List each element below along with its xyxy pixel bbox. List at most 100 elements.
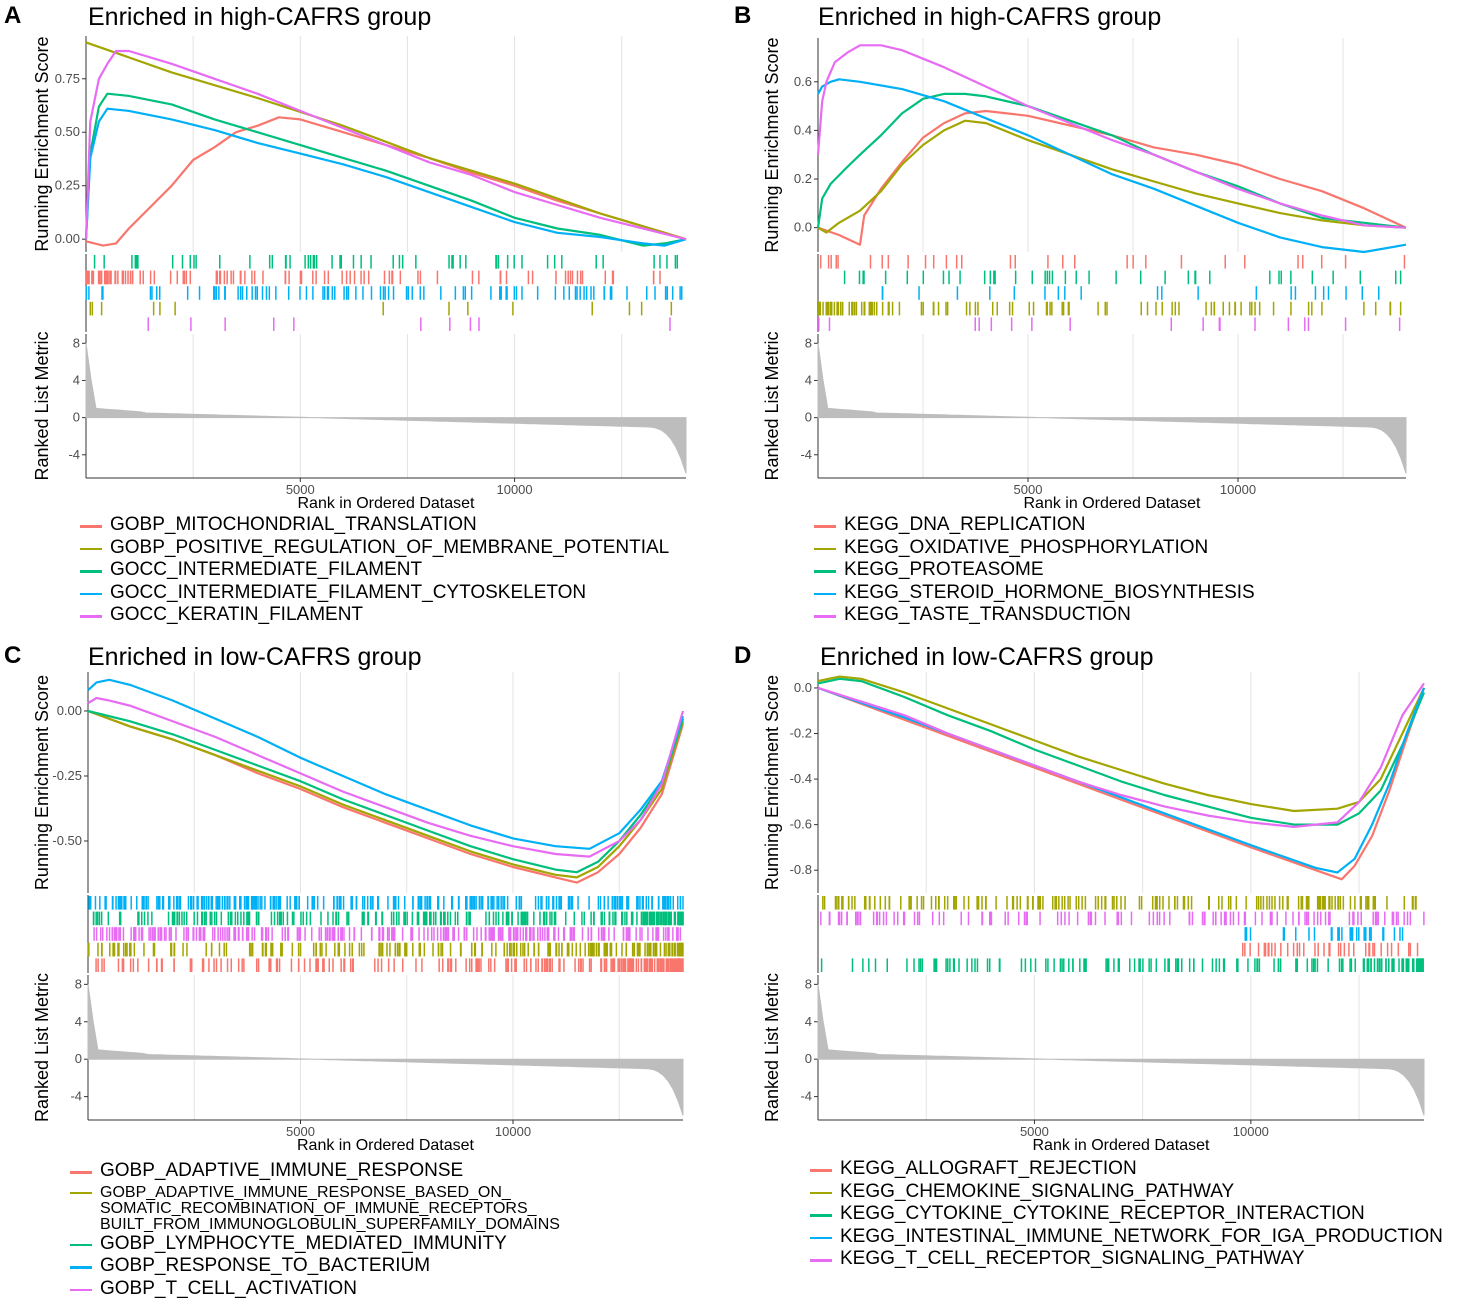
ranked-metric-area	[817, 343, 1407, 474]
legend-swatch-s3	[810, 1214, 832, 1217]
metric-y-tick-label: 4	[805, 372, 812, 387]
hit-row	[1242, 942, 1419, 957]
es-y-tick-label: -0.50	[52, 833, 82, 848]
gsea-plot-c: 0.00 -0.25 -0.50 8 4 0 -4 5000 10000 Running Enri…	[32, 672, 685, 1154]
legend-item: GOCC_KERATIN_FILAMENT	[80, 604, 669, 627]
metric-y-tick-label: 4	[73, 372, 80, 387]
x-tick-label: 5000	[286, 482, 315, 497]
es-y-axis-label: Running Enrichment Score	[32, 36, 52, 251]
x-axis-label: Rank in Ordered Dataset	[298, 495, 476, 512]
gsea-panel-a: 0.00 0.25 0.50 0.75 8 4 0 -4 5000 10000 Running En…	[0, 0, 737, 654]
hit-row	[85, 270, 661, 285]
hit-row	[95, 958, 684, 972]
es-line-1	[817, 686, 1426, 881]
panel-label: A	[4, 2, 22, 29]
es-y-tick-label: -0.6	[790, 817, 812, 832]
es-line-4	[817, 78, 1407, 254]
legend-label: KEGG_CYTOKINE_CYTOKINE_RECEPTOR_INTERACT…	[840, 1203, 1365, 1224]
es-y-tick-label: 0.00	[55, 231, 80, 246]
grid	[925, 672, 1360, 1120]
es-line-1	[817, 109, 1407, 246]
hit-row	[822, 896, 1417, 910]
es-y-tick-label: 0.50	[55, 124, 80, 139]
hit-row	[88, 896, 684, 910]
hit-row	[819, 255, 1406, 269]
legend-swatch-s2	[80, 547, 102, 550]
legend: GOBP_MITOCHONDRIAL_TRANSLATION GOBP_POSI…	[80, 514, 669, 627]
legend-label: GOBP_RESPONSE_TO_BACTERIUM	[100, 1255, 431, 1276]
es-line-4	[817, 686, 1426, 874]
panel-title: Enriched in high-CAFRS group	[818, 3, 1162, 31]
legend-label: GOBP_POSITIVE_REGULATION_OF_MEMBRANE_POT…	[110, 536, 670, 558]
legend-swatch-s5	[70, 1288, 92, 1291]
legend-label: KEGG_INTESTINAL_IMMUNE_NETWORK_FOR_IGA_P…	[840, 1225, 1443, 1247]
panel-label: B	[734, 2, 752, 29]
legend-label: KEGG_CHEMOKINE_SIGNALING_PATHWAY	[840, 1180, 1235, 1202]
metric-y-tick-label: 8	[805, 976, 812, 991]
legend: GOBP_ADAPTIVE_IMMUNE_RESPONSE GOBP_ADAPT…	[70, 1160, 560, 1300]
es-line-5	[87, 696, 685, 858]
metric-y-tick-label: -4	[800, 1089, 812, 1104]
x-tick-label: 5000	[286, 1124, 315, 1139]
x-tick-label: 10000	[1220, 482, 1256, 497]
legend-swatch-s1	[70, 1171, 92, 1174]
metric-y-tick-label: 8	[805, 335, 812, 350]
legend: KEGG_ALLOGRAFT_REJECTION KEGG_CHEMOKINE_…	[810, 1158, 1443, 1271]
panel-label: D	[734, 642, 752, 669]
hit-row	[820, 911, 1425, 926]
metric-y-tick-label: 0	[805, 410, 812, 425]
ranked-metric-area	[85, 343, 687, 474]
legend-label: KEGG_TASTE_TRANSDUCTION	[844, 604, 1131, 625]
legend-label: GOBP_LYMPHOCYTE_MEDIATED_IMMUNITY	[100, 1232, 507, 1254]
hit-row	[87, 942, 684, 957]
es-line-5	[817, 682, 1425, 828]
legend: KEGG_DNA_REPLICATION KEGG_OXIDATIVE_PHOS…	[814, 514, 1255, 627]
legend-swatch-s4	[80, 592, 102, 595]
legend-swatch-s2	[810, 1191, 832, 1194]
metric-y-tick-label: -4	[68, 447, 80, 462]
legend-label: KEGG_DNA_REPLICATION	[844, 514, 1086, 535]
es-line-4	[87, 678, 685, 850]
es-y-tick-label: 0.2	[794, 171, 812, 186]
es-line-1	[85, 116, 687, 247]
hit-row	[89, 301, 673, 316]
es-y-axis-label: Running Enrichment Score	[762, 37, 782, 252]
es-y-axis-label: Running Enrichment Score	[762, 675, 782, 890]
legend-item: GOBP_ADAPTIVE_IMMUNE_RESPONSE	[70, 1160, 560, 1183]
es-y-tick-label: -0.4	[790, 771, 812, 786]
legend-item: GOCC_INTERMEDIATE_FILAMENT_CYTOSKELETON	[80, 582, 669, 605]
gsea-plot-b: 0.0 0.2 0.4 0.6 8 4 0 -4 5000 10000 Running Enrich…	[762, 37, 1407, 512]
hit-row	[93, 927, 682, 941]
grid	[193, 672, 620, 1120]
legend-swatch-s2	[70, 1191, 92, 1194]
legend-item: GOBP_T_CELL_ACTIVATION	[70, 1278, 560, 1301]
es-y-tick-label: -0.25	[52, 768, 82, 783]
metric-y-axis-label: Ranked List Metric	[32, 331, 52, 480]
legend-item: GOBP_ADAPTIVE_IMMUNE_RESPONSE_BASED_ON_ …	[70, 1183, 560, 1233]
hit-row	[85, 286, 683, 300]
metric-y-tick-label: 4	[805, 1014, 812, 1029]
es-y-tick-label: 0.0	[794, 220, 812, 235]
es-line-3	[87, 709, 685, 874]
legend-item: GOBP_LYMPHOCYTE_MEDIATED_IMMUNITY	[70, 1233, 560, 1256]
x-axis-label: Rank in Ordered Dataset	[1024, 495, 1202, 512]
grid	[192, 36, 623, 478]
es-y-axis-label: Running Enrichment Score	[32, 675, 52, 890]
hit-row	[1244, 927, 1404, 941]
gsea-panel-c: 0.00 -0.25 -0.50 8 4 0 -4 5000 10000 Running Enri…	[0, 640, 737, 1299]
metric-y-tick-label: 0	[75, 1051, 82, 1066]
ranked-metric-area	[817, 984, 1425, 1116]
legend-label: KEGG_T_CELL_RECEPTOR_SIGNALING_PATHWAY	[840, 1248, 1305, 1269]
gsea-panel-d: 0.0 -0.2 -0.4 -0.6 -0.8 8 4 0 -4 5000 10000 Running…	[730, 640, 1467, 1294]
legend-swatch-s2	[814, 547, 836, 550]
hit-row	[817, 301, 1402, 316]
es-y-tick-label: 0.4	[794, 122, 812, 137]
metric-y-tick-label: 4	[75, 1014, 82, 1029]
legend-item: KEGG_OXIDATIVE_PHOSPHORYLATION	[814, 537, 1255, 560]
legend-label: KEGG_PROTEASOME	[844, 559, 1044, 580]
legend-swatch-s5	[810, 1259, 832, 1262]
legend-item: GOBP_RESPONSE_TO_BACTERIUM	[70, 1255, 560, 1278]
es-line-5	[816, 44, 1407, 229]
legend-item: KEGG_STEROID_HORMONE_BIOSYNTHESIS	[814, 582, 1255, 605]
legend-item: GOBP_POSITIVE_REGULATION_OF_MEMBRANE_POT…	[80, 537, 669, 560]
